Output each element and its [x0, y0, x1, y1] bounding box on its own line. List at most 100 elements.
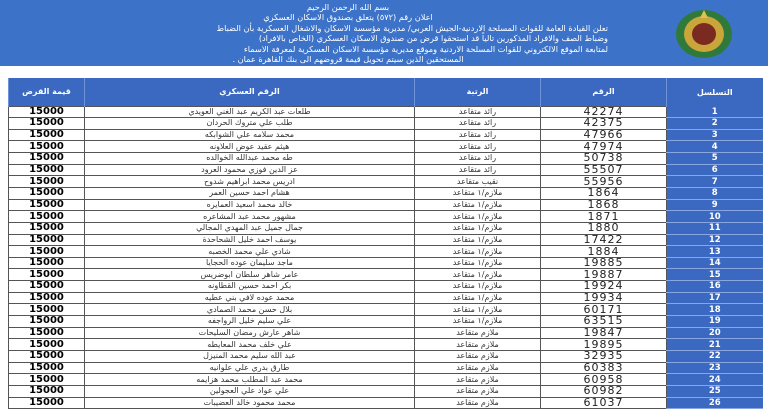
rank-cell: رائد متقاعد — [414, 128, 541, 142]
number-cell: 32935 — [540, 349, 667, 363]
serial-cell: 24 — [666, 373, 763, 386]
rank-cell: ملازم متقاعد — [414, 373, 541, 386]
name-cell: عامر شاهر سلطان ابوضريس — [84, 268, 415, 282]
name-cell: محمد محمود خالد العضيبات — [84, 396, 415, 409]
name-cell: ماجد سليمان عوده الحجايا — [84, 256, 415, 270]
name-cell: هشام احمد حسين العمر — [84, 186, 415, 200]
number-cell: 63515 — [540, 315, 667, 328]
table-row: 13 1884 ملازم/١ متقاعد شادي علي محمد الخصبه… — [8, 245, 763, 258]
number-cell: 19924 — [540, 280, 667, 293]
table-row: 4 47974 رائد متقاعد هيثم عقيد عوض العلاونه 1… — [8, 140, 763, 154]
table-row: 17 19934 ملازم/١ متقاعد محمد عوده لافي بني … — [8, 291, 763, 305]
table-row: 10 1871 ملازم/١ متقاعد مشهور محمد عبد المشا… — [8, 210, 763, 223]
rank-cell: ملازم/١ متقاعد — [414, 210, 541, 223]
table-row: 8 1864 ملازم/١ متقاعد هشام احمد حسين العمر 1… — [8, 186, 763, 200]
loan-value-cell: 15000 — [8, 291, 85, 305]
rank-cell: ملازم متقاعد — [414, 326, 541, 340]
rank-cell: رائد متقاعد — [414, 117, 541, 130]
table-row: 18 60171 ملازم/١ متقاعد بلال حسن محمد الصما… — [8, 303, 763, 317]
name-cell: خالد محمد اسعيد العمايره — [84, 198, 415, 212]
announcement-banner: بسم الله الرحمن الرحيم اعلان رقم (٥٧٢) ي… — [0, 0, 768, 66]
serial-cell: 21 — [666, 338, 763, 351]
number-cell: 19847 — [540, 326, 667, 340]
table-row: 21 19895 ملازم متقاعد علي خلف محمد المعايطه… — [8, 338, 763, 351]
table-row: 22 32935 ملازم متقاعد عبد الله سليم محمد ال… — [8, 349, 763, 363]
loan-value-cell: 15000 — [8, 128, 85, 142]
serial-cell: 18 — [666, 303, 763, 317]
loan-value-cell: 15000 — [8, 233, 85, 247]
rank-cell: ملازم متقاعد — [414, 361, 541, 375]
number-cell: 50738 — [540, 152, 667, 165]
rank-cell: ملازم/١ متقاعد — [414, 221, 541, 235]
col-serial: التسلسل — [666, 78, 763, 106]
loan-value-cell: 15000 — [8, 245, 85, 258]
number-cell: 1871 — [540, 210, 667, 223]
name-cell: محمد سلامه علي الشوابكه — [84, 128, 415, 142]
col-loan-value: قيمة القرض — [8, 78, 85, 106]
number-cell: 60982 — [540, 384, 667, 398]
rank-cell: ملازم متقاعد — [414, 338, 541, 351]
table-row: 26 61037 ملازم متقاعد محمد محمود خالد العضي… — [8, 396, 763, 409]
number-cell: 42274 — [540, 105, 667, 119]
table-row: 5 50738 رائد متقاعد طه محمد عبدالله الخوالد… — [8, 152, 763, 165]
loan-value-cell: 15000 — [8, 373, 85, 386]
number-cell: 1880 — [540, 221, 667, 235]
col-name: الرقم العسكري — [84, 78, 415, 106]
table-row: 11 1880 ملازم/١ متقاعد جمال جميل عبد المهدي… — [8, 221, 763, 235]
serial-cell: 5 — [666, 152, 763, 165]
loan-table: التسلسل الرقم الرتبة الرقم العسكري قيمة … — [8, 78, 763, 409]
loan-value-cell: 15000 — [8, 338, 85, 351]
rank-cell: ملازم/١ متقاعد — [414, 245, 541, 258]
rank-cell: ملازم متقاعد — [414, 349, 541, 363]
serial-cell: 25 — [666, 385, 763, 398]
loan-value-cell: 15000 — [8, 396, 85, 409]
rank-cell: ملازم/١ متقاعد — [414, 280, 541, 293]
loan-value-cell: 15000 — [8, 221, 85, 235]
rank-cell: ملازم/١ متقاعد — [414, 186, 541, 200]
serial-cell: 6 — [666, 164, 763, 177]
serial-cell: 16 — [666, 280, 763, 293]
name-cell: طلب علي متروك الحردان — [84, 117, 415, 130]
number-cell: 60958 — [540, 373, 667, 386]
serial-cell: 7 — [666, 175, 763, 188]
number-cell: 1864 — [540, 186, 667, 200]
serial-cell: 9 — [666, 199, 763, 212]
number-cell: 19887 — [540, 268, 667, 282]
number-cell: 17422 — [540, 233, 667, 247]
rank-cell: ملازم/١ متقاعد — [414, 233, 541, 247]
table-row: 15 19887 ملازم/١ متقاعد عامر شاهر سلطان ابو… — [8, 268, 763, 282]
name-cell: هيثم عقيد عوض العلاونه — [84, 140, 415, 154]
announcement-line: وضباط الصف والافراد المذكورين تالياً قد … — [258, 33, 608, 44]
table-row: 25 60982 ملازم متقاعد علي عواد علي العجولين… — [8, 384, 763, 398]
name-cell: عبد الله سليم محمد المنيزل — [84, 349, 415, 363]
number-cell: 61037 — [540, 396, 667, 409]
name-cell: عز الدين فوزي محمود العرود — [84, 163, 415, 177]
rank-cell: ملازم/١ متقاعد — [414, 291, 541, 305]
rank-cell: رائد متقاعد — [414, 140, 541, 154]
name-cell: ادريس محمد ابراهيم شدوح — [84, 175, 415, 188]
name-cell: محمد عوده لافي بني عطيه — [84, 291, 415, 305]
loan-value-cell: 15000 — [8, 152, 85, 165]
number-cell: 47974 — [540, 140, 667, 154]
name-cell: شادي علي محمد الخصبه — [84, 245, 415, 258]
rank-cell: ملازم متقاعد — [414, 384, 541, 398]
loan-value-cell: 15000 — [8, 198, 85, 212]
table-row: 6 55507 رائد متقاعد عز الدين فوزي محمود الع… — [8, 163, 763, 177]
announcement-line: تعلن القيادة العامة للقوات المسلحة الارد… — [216, 22, 608, 33]
number-cell: 19934 — [540, 291, 667, 305]
loan-value-cell: 15000 — [8, 361, 85, 375]
serial-cell: 1 — [666, 106, 763, 119]
name-cell: علي خلف محمد المعايطه — [84, 338, 415, 351]
rank-cell: رائد متقاعد — [414, 163, 541, 177]
rank-cell: ملازم/١ متقاعد — [414, 303, 541, 317]
table-row: 20 19847 ملازم متقاعد شاهر عارش رمضان السلي… — [8, 326, 763, 340]
serial-cell: 15 — [666, 268, 763, 282]
number-cell: 55956 — [540, 175, 667, 188]
rank-cell: رائد متقاعد — [414, 105, 541, 119]
table-header: التسلسل الرقم الرتبة الرقم العسكري قيمة … — [8, 78, 763, 106]
number-cell: 60171 — [540, 303, 667, 317]
serial-cell: 13 — [666, 245, 763, 258]
serial-cell: 23 — [666, 362, 763, 375]
number-cell: 1868 — [540, 198, 667, 212]
serial-cell: 11 — [666, 222, 763, 235]
